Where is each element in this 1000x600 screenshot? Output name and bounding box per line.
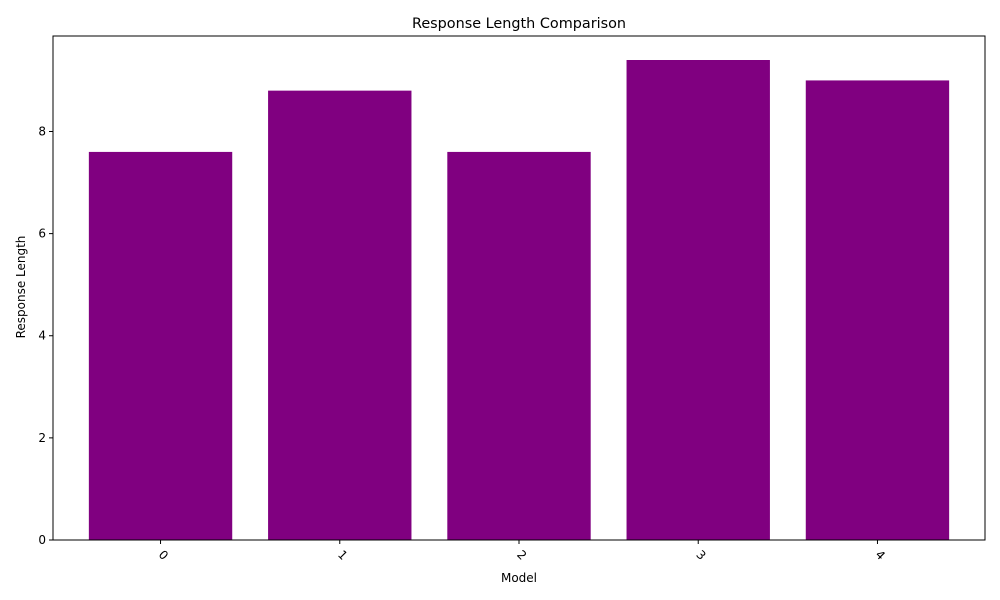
bar-3 — [626, 60, 770, 540]
x-tick-label: 2 — [514, 548, 529, 563]
x-axis-label: Model — [501, 571, 537, 585]
x-tick-label: 0 — [156, 548, 171, 563]
y-axis-label: Response Length — [14, 236, 28, 339]
bar-1 — [268, 90, 412, 540]
bar-0 — [88, 151, 233, 540]
y-tick-label: 2 — [38, 431, 46, 445]
axes-frame — [52, 35, 986, 541]
x-tick-label: 1 — [335, 548, 350, 563]
x-axis-ticks: 0 1 2 3 4 — [156, 540, 888, 563]
x-tick-label: 3 — [693, 548, 708, 563]
bars-group — [88, 60, 950, 540]
bar-2 — [447, 151, 591, 540]
y-tick-label: 6 — [38, 227, 46, 241]
bar-4 — [805, 80, 950, 540]
y-tick-label: 4 — [38, 329, 46, 343]
x-tick-label: 4 — [873, 548, 888, 563]
y-tick-label: 0 — [38, 533, 46, 547]
y-axis-ticks: 0 2 4 6 8 — [38, 124, 53, 547]
y-tick-label: 8 — [38, 124, 46, 138]
chart-title: Response Length Comparison — [412, 16, 626, 32]
